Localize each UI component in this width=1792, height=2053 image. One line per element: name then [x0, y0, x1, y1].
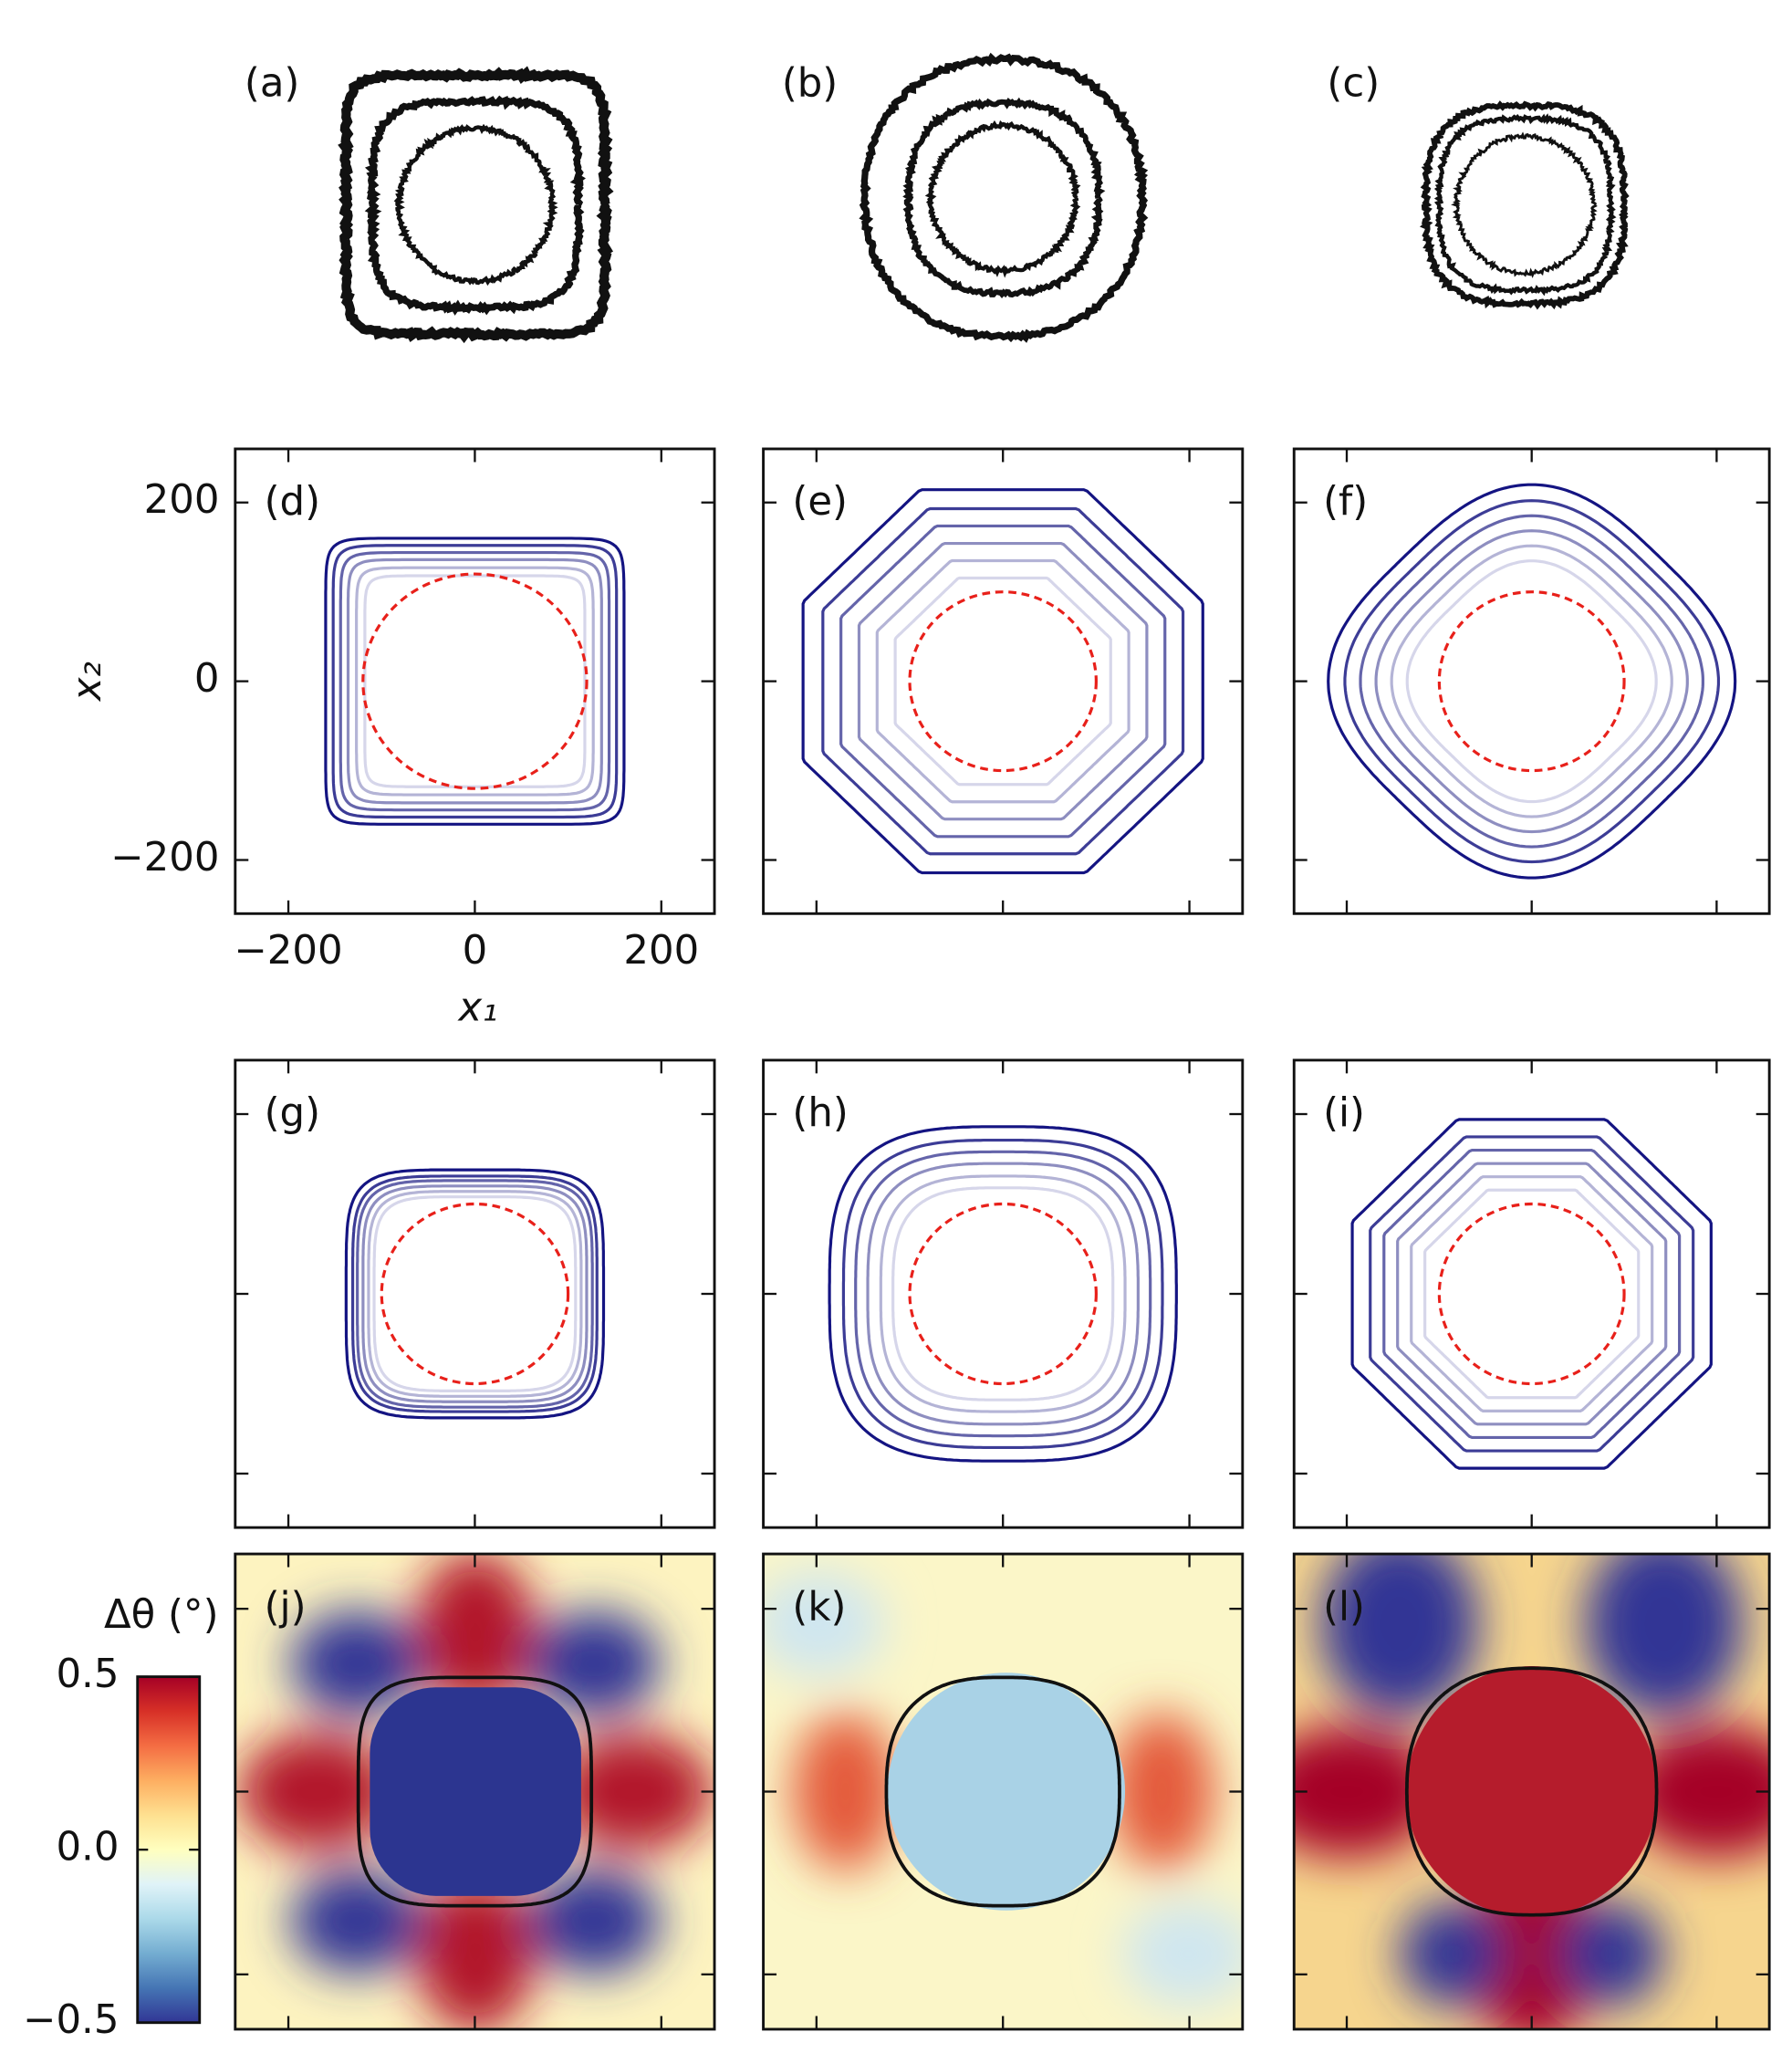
contour-line: [363, 574, 587, 788]
contour-line: [866, 1162, 1140, 1426]
contour-line: [346, 558, 603, 805]
boundary-circle: [361, 572, 589, 790]
panel-label: (f): [1323, 479, 1368, 525]
contour-line: [1382, 1148, 1682, 1440]
contour-line: [1327, 483, 1737, 880]
boundary-circle: [1437, 590, 1626, 773]
x-tick-label: −200: [234, 928, 342, 974]
panel-label: (h): [792, 1090, 848, 1136]
contour-line: [324, 537, 626, 826]
contour-line: [893, 576, 1112, 787]
boundary-circle: [380, 1202, 570, 1386]
y-tick-label: 0: [194, 656, 220, 702]
ring: [338, 66, 614, 344]
contour-line: [1396, 1162, 1668, 1426]
contour-line: [339, 550, 611, 812]
panel-label: (l): [1323, 1584, 1365, 1630]
contour-line: [1374, 529, 1689, 834]
contour-line: [891, 1186, 1115, 1402]
ring: [364, 95, 586, 316]
x-tick-label: 200: [623, 928, 699, 974]
contour-line: [331, 544, 619, 819]
contour-line: [1423, 1188, 1641, 1400]
contour-line: [372, 1195, 578, 1392]
interface: [1404, 1666, 1659, 1917]
ring: [1433, 113, 1617, 297]
contour-line: [1343, 499, 1721, 864]
contour-line: [854, 1150, 1152, 1438]
y-axis-label: x₂: [65, 662, 110, 703]
contour-line: [801, 488, 1204, 875]
colorbar-label: Δθ (°): [104, 1592, 219, 1638]
panel-label: (j): [265, 1584, 307, 1630]
contour-line: [1405, 559, 1658, 804]
panel-label: (e): [792, 479, 848, 525]
panel-label: (i): [1323, 1090, 1365, 1136]
interface: [356, 1675, 594, 1908]
ring: [902, 97, 1106, 298]
panel-label: (k): [792, 1584, 846, 1630]
contour-line: [839, 524, 1167, 839]
contour-line: [1410, 1175, 1654, 1412]
contour-line: [356, 1179, 594, 1409]
contour-line: [1369, 1135, 1695, 1453]
contour-line: [355, 566, 595, 797]
panel-label: (a): [245, 61, 299, 107]
contour-line: [361, 1184, 589, 1403]
panel-label: (d): [265, 479, 320, 525]
x-tick-label: 0: [463, 928, 488, 974]
panel-label: (b): [782, 61, 838, 107]
ring: [859, 52, 1149, 343]
contour-line: [350, 1174, 599, 1413]
contour-line: [1359, 514, 1704, 849]
panel-label: (g): [265, 1090, 320, 1136]
contour-line: [821, 506, 1185, 856]
contour-line: [828, 1125, 1178, 1463]
heatmap-k: [763, 1554, 1243, 2029]
contour-line: [1390, 544, 1673, 818]
panel-frame: [1292, 1058, 1771, 1529]
contour-line: [841, 1138, 1164, 1450]
contour-line: [857, 541, 1149, 821]
boundary-circle: [908, 590, 1098, 773]
ring: [393, 123, 558, 287]
panel-label: (c): [1327, 61, 1380, 107]
contour-line: [1350, 1118, 1713, 1470]
ring: [924, 120, 1081, 278]
x-axis-label: x₁: [457, 985, 498, 1030]
colorbar-tick-label: −0.5: [23, 1997, 119, 2043]
boundary-circle: [1437, 1202, 1626, 1386]
ring: [1451, 131, 1598, 278]
y-tick-label: 200: [144, 477, 220, 523]
ring: [1420, 100, 1630, 310]
contour-line: [875, 558, 1130, 804]
contour-line: [367, 1190, 583, 1398]
colorbar-tick-label: 0.0: [56, 1825, 119, 1871]
y-tick-label: −200: [110, 835, 219, 881]
contour-line: [879, 1174, 1127, 1413]
colorbar-tick-label: 0.5: [56, 1652, 119, 1697]
boundary-circle: [908, 1202, 1098, 1386]
heatmap-j: [234, 1554, 715, 2029]
contour-line: [344, 1168, 606, 1420]
interface: [884, 1675, 1121, 1908]
heatmap-l: [1294, 1554, 1770, 2029]
